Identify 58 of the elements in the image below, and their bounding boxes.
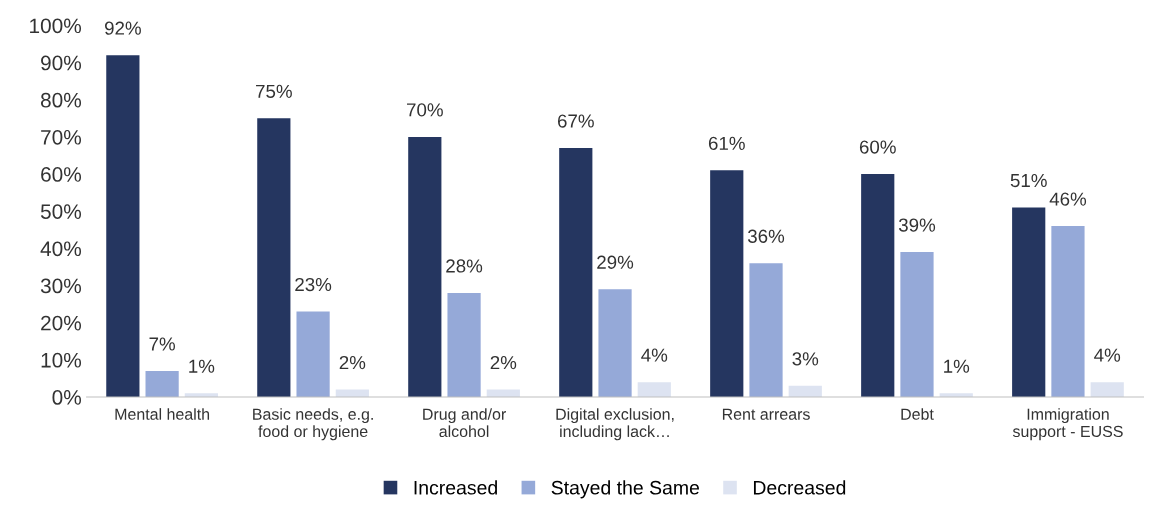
y-tick-label: 100% bbox=[30, 18, 82, 34]
y-tick-label: 50% bbox=[40, 204, 82, 219]
bar bbox=[257, 118, 291, 398]
x-tick-label: Digital exclusion, including lack… bbox=[556, 408, 674, 441]
data-label: 29% bbox=[597, 255, 634, 269]
y-tick-label: 30% bbox=[40, 278, 82, 294]
data-label: 3% bbox=[792, 352, 819, 366]
data-label: 60% bbox=[859, 140, 896, 154]
bar bbox=[106, 55, 140, 398]
data-label: 2% bbox=[339, 355, 366, 370]
data-label: 36% bbox=[747, 229, 785, 243]
x-tick-label: Basic needs, e.g. food or hygiene bbox=[253, 408, 373, 441]
bar bbox=[447, 292, 481, 398]
data-label: 70% bbox=[407, 103, 443, 117]
y-tick-label: 20% bbox=[41, 315, 82, 331]
bar bbox=[296, 311, 330, 398]
bar bbox=[900, 252, 934, 398]
bar bbox=[637, 382, 671, 398]
data-label: 4% bbox=[1094, 348, 1121, 362]
x-tick-label: Drug and/or alcohol bbox=[423, 408, 506, 438]
legend-label: Decreased bbox=[753, 480, 846, 495]
x-tick-label: Debt bbox=[901, 408, 934, 420]
data-label: 4% bbox=[641, 348, 668, 362]
data-label: 1% bbox=[944, 359, 970, 373]
y-tick-label: 40% bbox=[40, 241, 82, 257]
x-tick-label: Immigration support - EUSS bbox=[1012, 408, 1123, 441]
data-label: 2% bbox=[490, 355, 517, 370]
legend-label: Increased bbox=[414, 480, 497, 495]
y-tick-label: 70% bbox=[41, 129, 82, 145]
x-tick-label: Mental health bbox=[115, 408, 210, 420]
data-label: 61% bbox=[708, 136, 745, 150]
data-label: 28% bbox=[446, 259, 483, 273]
data-label: 1% bbox=[189, 359, 215, 373]
bar bbox=[145, 371, 179, 398]
x-tick-label: Rent arrears bbox=[722, 408, 810, 420]
y-tick-label: 10% bbox=[41, 352, 82, 368]
bar bbox=[1051, 226, 1085, 398]
bar bbox=[1090, 382, 1124, 398]
legend-label: Stayed the Same bbox=[551, 480, 700, 499]
y-tick-label: 0% bbox=[52, 390, 82, 405]
y-tick-label: 80% bbox=[40, 92, 82, 108]
data-label: 7% bbox=[149, 337, 175, 351]
data-label: 23% bbox=[295, 277, 332, 292]
data-label: 46% bbox=[1049, 192, 1087, 206]
data-label: 51% bbox=[1010, 173, 1047, 188]
bar bbox=[710, 170, 744, 398]
bar bbox=[749, 263, 783, 398]
bar bbox=[1012, 207, 1046, 398]
data-label: 75% bbox=[256, 84, 292, 98]
data-label: 67% bbox=[557, 114, 594, 128]
bar bbox=[408, 136, 442, 398]
data-label: 92% bbox=[104, 21, 141, 35]
data-label: 39% bbox=[898, 218, 936, 232]
bar bbox=[861, 174, 895, 398]
bar bbox=[598, 289, 632, 398]
y-tick-label: 60% bbox=[41, 167, 82, 182]
y-tick-label: 90% bbox=[41, 55, 82, 71]
bar bbox=[559, 148, 593, 398]
